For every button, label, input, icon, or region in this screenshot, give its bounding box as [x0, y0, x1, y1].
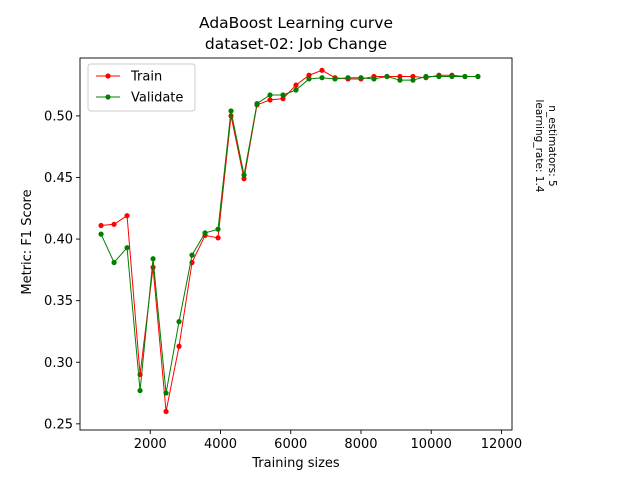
series-1-point-20	[358, 75, 364, 81]
chart-subtitle: dataset-02: Job Change	[205, 35, 387, 53]
series-1-point-29	[475, 73, 481, 80]
series-1-point-17	[319, 75, 325, 81]
y-tick-label-0: 0.25	[44, 417, 73, 432]
series-0-point-5	[163, 408, 169, 415]
x-tick-label-1: 4000	[204, 437, 237, 452]
series-0-point-9	[215, 235, 221, 241]
series-1-point-14	[280, 92, 286, 98]
x-tick-label-3: 8000	[344, 437, 377, 452]
legend: Train Validate	[87, 63, 196, 112]
x-tick-label-0: 2000	[134, 437, 167, 452]
series-1-point-2	[124, 245, 130, 251]
series-1-point-4	[150, 256, 156, 262]
series-0-point-11	[241, 176, 247, 182]
series-0-point-2	[124, 213, 130, 219]
series-1-point-8	[202, 230, 208, 236]
plot-area: 2000 4000 6000 8000 10000 12000 0.25 0.30 0.35 0.…	[44, 57, 522, 452]
x-axis-label: Training sizes	[251, 456, 340, 471]
series-1-point-24	[410, 77, 416, 83]
series-1-point-7	[189, 252, 195, 258]
series-1-point-28	[462, 73, 468, 80]
series-1-point-9	[215, 226, 221, 232]
legend-train-marker	[105, 73, 111, 79]
series-1-point-16	[306, 76, 312, 82]
legend-validate-label: Validate	[131, 91, 183, 106]
series-0-point-24	[410, 73, 416, 80]
y-tick-label-5: 0.50	[44, 109, 73, 124]
series-1-point-18	[332, 76, 338, 82]
axes-frame	[79, 57, 513, 431]
series-1-point-10	[228, 108, 234, 114]
series-1-point-19	[345, 75, 351, 81]
y-tick-label-2: 0.35	[44, 294, 73, 309]
series-0-point-1	[111, 221, 117, 227]
x-tick-label-4: 10000	[411, 437, 452, 452]
series-1-point-15	[293, 87, 299, 93]
series-1-point-26	[436, 73, 442, 80]
series-0-point-6	[176, 343, 182, 349]
series-0-point-0	[98, 222, 104, 229]
series-1-point-1	[111, 259, 117, 266]
chart-title: AdaBoost Learning curve	[199, 14, 393, 32]
series-1-point-12	[254, 100, 260, 107]
series-1-point-6	[176, 319, 182, 325]
y-axis-label: Metric: F1 Score	[20, 189, 35, 294]
legend-train-label: Train	[130, 70, 162, 85]
series-0-point-16	[306, 72, 312, 78]
series-0-point-4	[150, 264, 156, 270]
series-1-point-27	[449, 73, 455, 80]
series-1-point-13	[267, 92, 273, 98]
series-0-point-13	[267, 97, 273, 103]
series-1-point-21	[371, 76, 377, 82]
series-1-point-22	[384, 73, 390, 80]
series-0-point-23	[397, 73, 403, 80]
x-tick-label-2: 6000	[274, 437, 307, 452]
series-1-point-5	[163, 390, 169, 396]
side-note-learning-rate: learning_rate: 1.4	[533, 100, 545, 193]
side-note: n_estimators: 5 learning_rate: 1.4	[533, 100, 558, 193]
side-note-estimators: n_estimators: 5	[546, 105, 558, 186]
series-1-point-3	[137, 387, 143, 394]
legend-validate-marker	[105, 94, 111, 100]
series-1-point-23	[397, 77, 403, 83]
y-tick-label-3: 0.40	[44, 233, 73, 248]
series-1-point-25	[423, 73, 429, 80]
x-tick-label-5: 12000	[481, 437, 522, 452]
series-0-point-17	[319, 67, 325, 73]
series-1-point-11	[241, 172, 247, 178]
series-1-point-0	[98, 231, 104, 237]
y-tick-label-1: 0.30	[44, 356, 73, 371]
series-0-point-15	[293, 82, 299, 88]
y-tick-label-4: 0.45	[44, 171, 73, 186]
series-0-point-14	[280, 96, 286, 102]
